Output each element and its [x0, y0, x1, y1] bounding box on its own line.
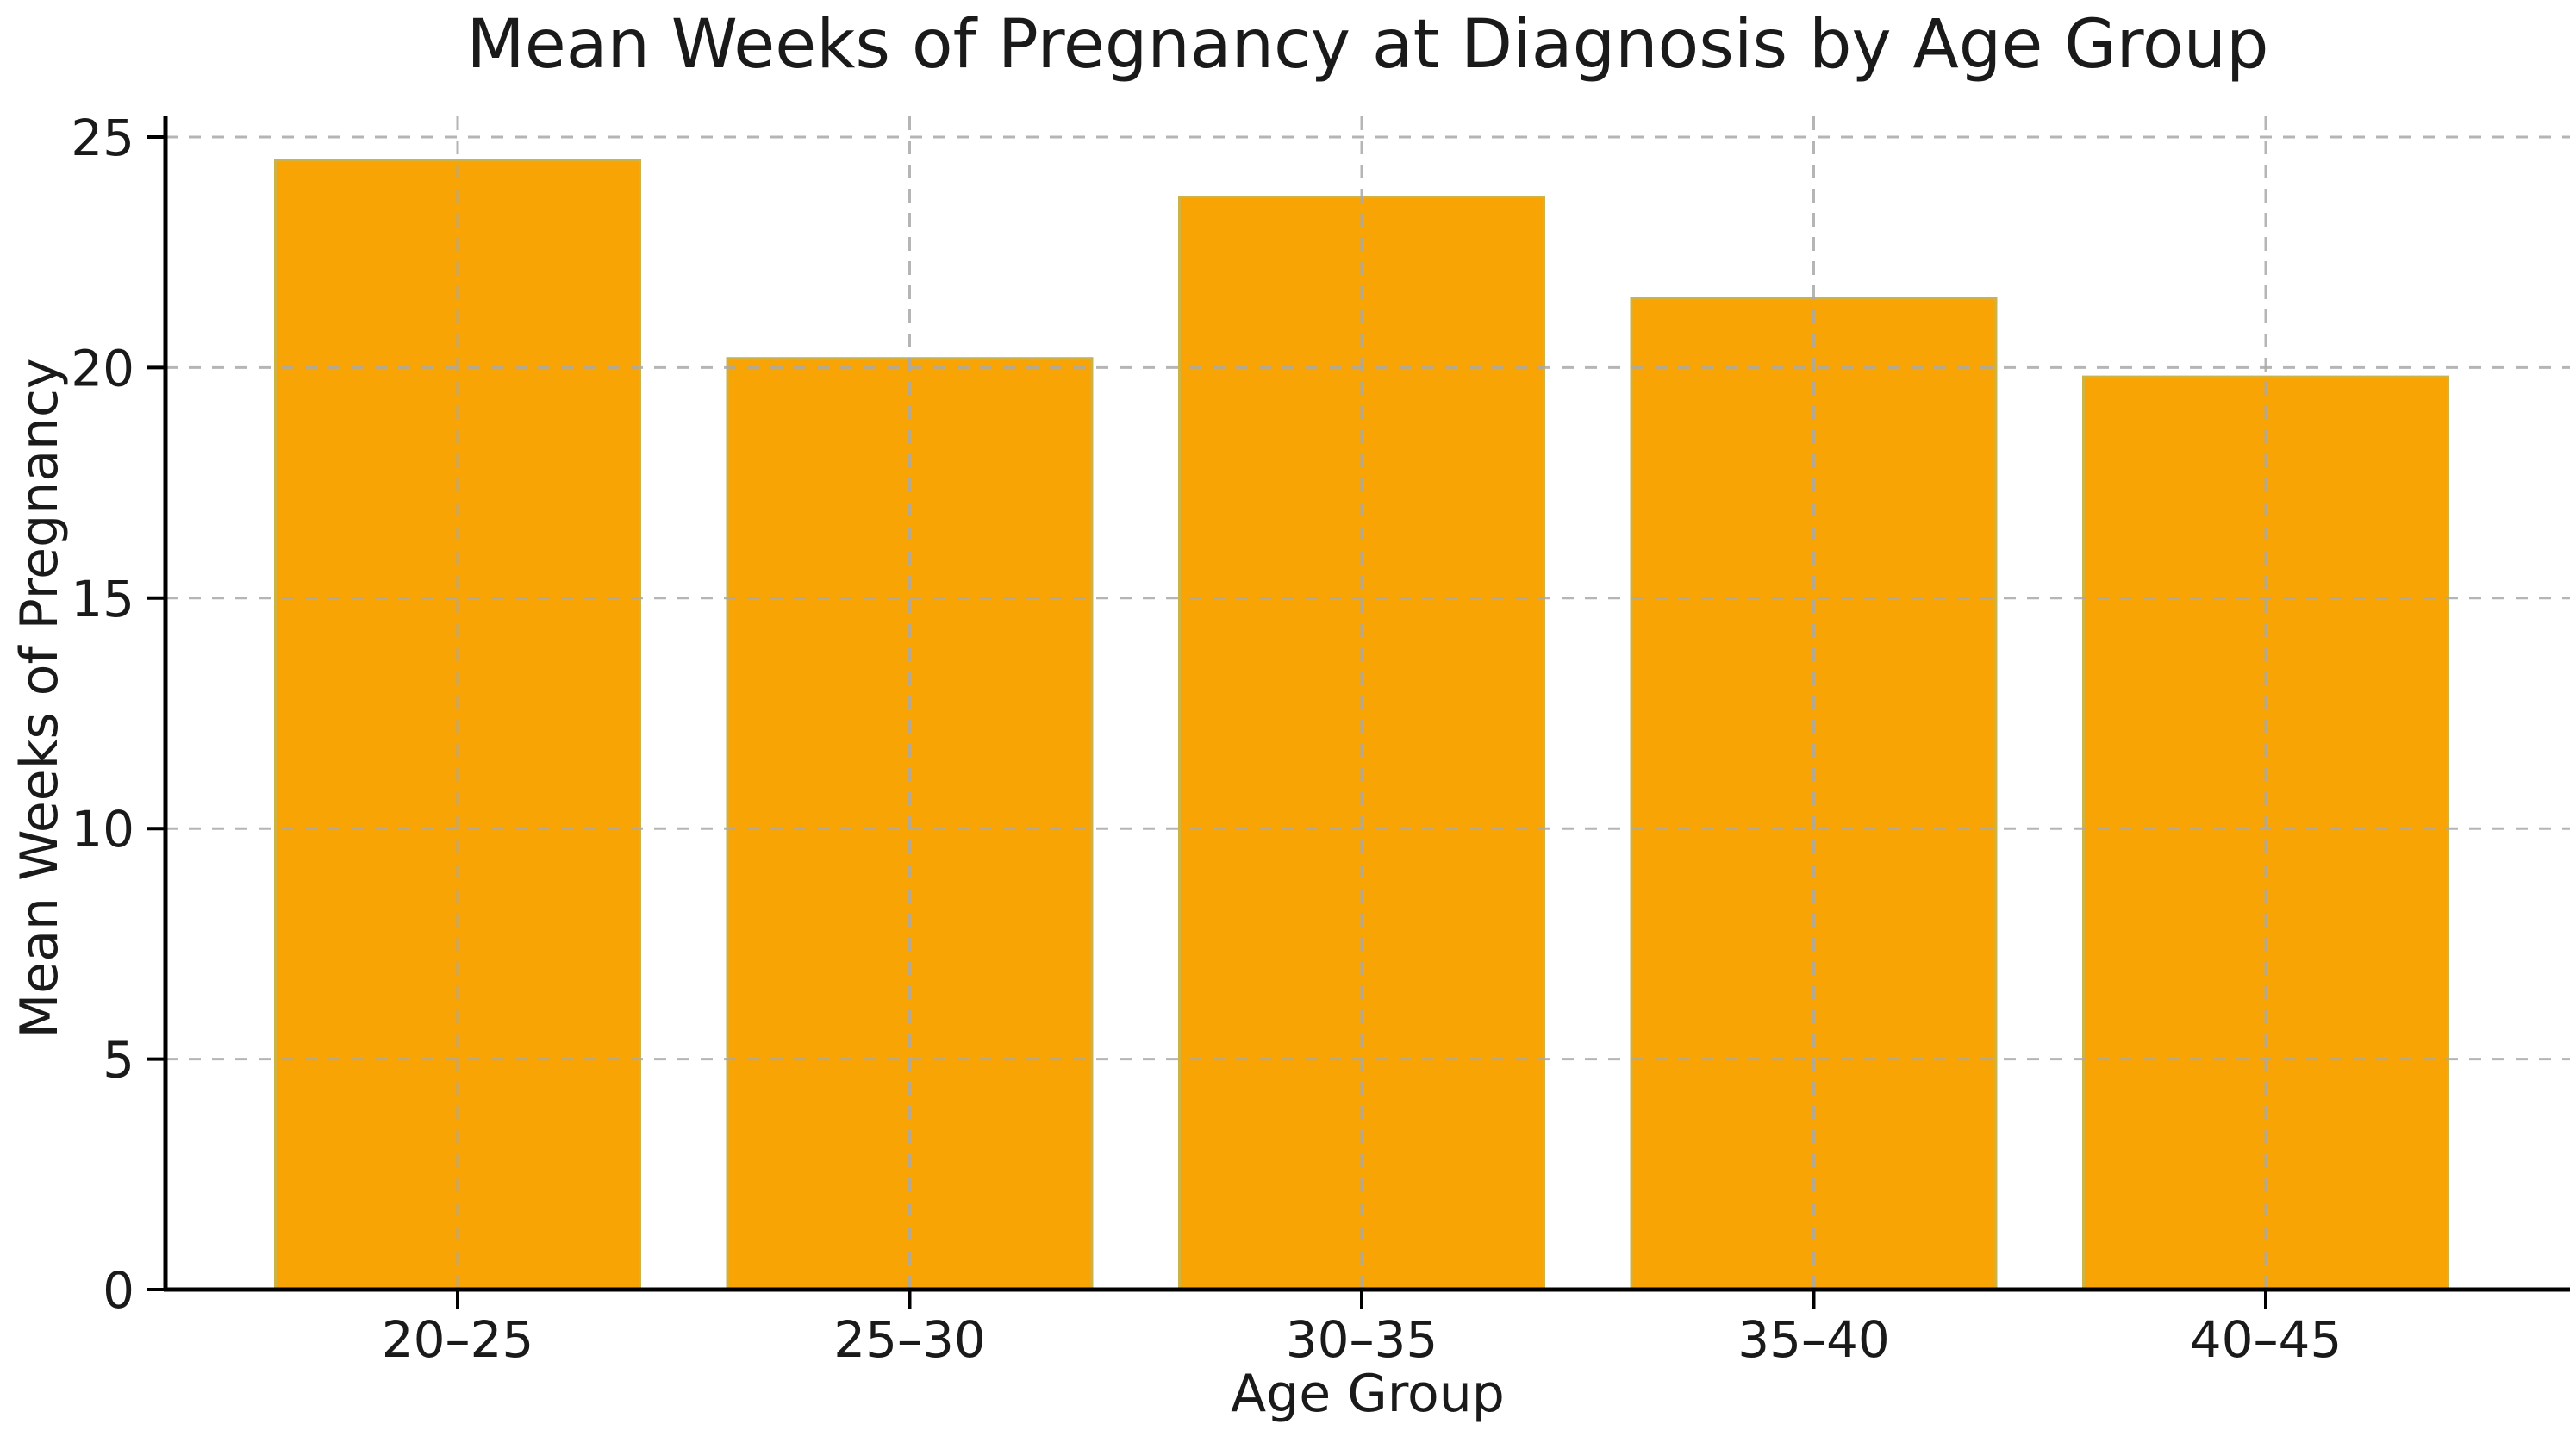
chart-title: Mean Weeks of Pregnancy at Diagnosis by … [466, 6, 2269, 84]
y-tick-label-15: 15 [71, 570, 134, 628]
x-tick-label-20–25: 20–25 [382, 1310, 534, 1369]
x-tick-label-25–30: 25–30 [833, 1310, 986, 1369]
y-tick-label-10: 10 [71, 800, 134, 859]
x-axis-title: Age Group [1231, 1364, 1505, 1424]
y-axis-title: Mean Weeks of Pregnancy [9, 358, 70, 1039]
x-tick-label-40–45: 40–45 [2190, 1310, 2342, 1369]
y-tick-label-20: 20 [71, 339, 134, 397]
x-tick-label-30–35: 30–35 [1286, 1310, 1438, 1369]
x-tick-label-35–40: 35–40 [1737, 1310, 1890, 1369]
y-tick-label-0: 0 [103, 1261, 134, 1320]
y-tick-label-25: 25 [71, 109, 134, 167]
y-tick-label-5: 5 [103, 1031, 134, 1090]
